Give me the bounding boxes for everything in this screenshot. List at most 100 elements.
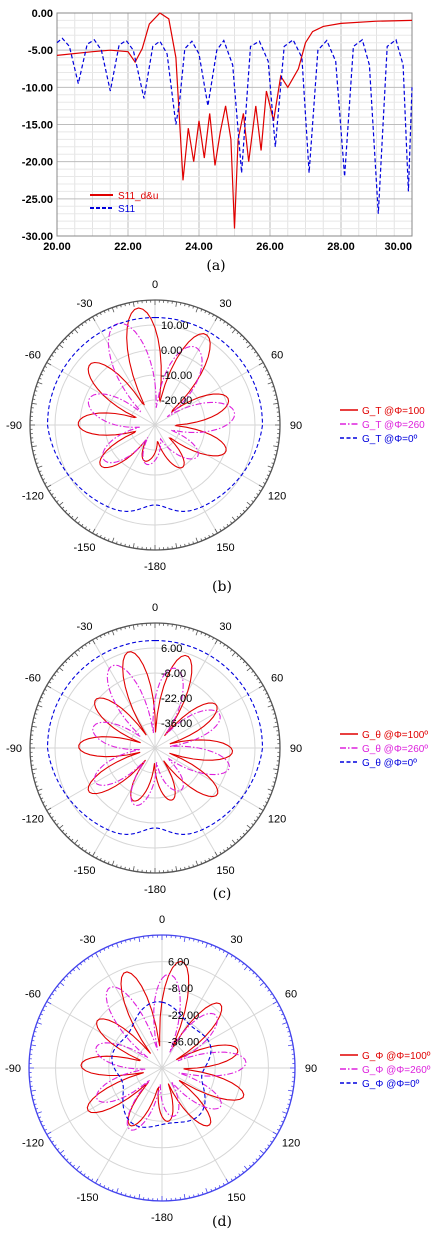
radial-tick-label: 0.00 <box>161 345 182 357</box>
polar-rim-tick <box>214 1187 217 1190</box>
polar-rim-tick <box>208 635 211 639</box>
angle-tick-label: -120 <box>22 1138 44 1150</box>
polar-rim-tick <box>79 1170 82 1174</box>
polar-rim-tick <box>77 521 80 524</box>
polar-rim-tick <box>95 952 99 958</box>
legend-label: G_θ @Φ=0º <box>362 758 417 769</box>
x-tick-label: 20.00 <box>43 241 71 253</box>
polar-rim-tick <box>71 838 74 842</box>
polar-rim-tick <box>31 768 37 771</box>
polar-rim-tick <box>223 526 226 529</box>
polar-rim-tick <box>51 493 54 496</box>
polar-rim-tick <box>67 835 71 839</box>
polar-rim-tick <box>272 1136 276 1139</box>
polar-rim-tick <box>38 700 42 703</box>
polar-rim-tick <box>175 301 178 307</box>
x-tick-label: 22.00 <box>114 241 142 253</box>
polar-rim-tick <box>212 855 215 859</box>
polar-grid-spoke <box>161 1067 229 1184</box>
polar-rim-tick <box>197 940 200 943</box>
polar-rim-tick <box>107 308 110 312</box>
polar-rim-tick <box>120 304 122 308</box>
polar-rim-tick <box>251 670 254 673</box>
polar-rim-tick <box>281 1013 284 1016</box>
polar-rim-tick <box>272 781 276 783</box>
polar-rim-tick <box>175 866 178 872</box>
polar-rim-tick <box>219 318 222 322</box>
polar-rim-tick <box>44 1005 47 1008</box>
polar-rim-tick <box>188 627 190 631</box>
polar-rim-tick <box>132 866 135 872</box>
polar-rim-tick <box>208 534 211 538</box>
polar-rim-tick <box>35 385 39 388</box>
polar-rim-tick <box>212 532 215 536</box>
polar-rim-tick <box>56 1148 60 1151</box>
polar-rim-tick <box>74 839 79 845</box>
polar-rim-tick <box>103 536 106 540</box>
polar-rim-tick <box>77 844 80 847</box>
polar-rim-tick <box>272 458 276 460</box>
polar-rim-tick <box>64 832 68 836</box>
polar-rim-tick <box>230 521 233 524</box>
polar-rim-tick <box>56 670 59 673</box>
polar-rim-tick <box>138 936 141 943</box>
polar-rim-tick <box>84 321 87 324</box>
polar-rim-tick <box>74 516 79 522</box>
polar-rim-tick <box>226 523 229 527</box>
polar-rim-tick <box>231 651 236 657</box>
polar-rim-tick <box>56 347 59 350</box>
polar-rim-tick <box>287 1089 294 1092</box>
polar-rim-tick <box>267 704 273 708</box>
polar-rim-tick <box>272 390 276 392</box>
polar-rim-tick <box>272 1001 278 1005</box>
polar-rim-tick <box>116 942 119 948</box>
radial-tick-label: -36.00 <box>168 1036 199 1048</box>
legend-label: G_T @Φ=260 <box>362 420 425 431</box>
polar-series-2 <box>46 316 264 512</box>
polar-rim-tick <box>175 624 178 630</box>
polar-rim-tick <box>195 307 199 313</box>
polar-rim-tick <box>103 310 106 314</box>
polar-rim-tick <box>132 301 135 307</box>
polar-rim-tick <box>35 462 39 465</box>
angle-tick-label: -150 <box>73 865 95 877</box>
polar-rim-tick <box>84 526 87 529</box>
polar-rim-tick <box>210 1188 213 1192</box>
polar-rim-tick <box>48 358 52 361</box>
polar-rim-tick <box>249 1164 252 1168</box>
polar-series-2 <box>46 639 264 835</box>
polar-rim-tick <box>282 1111 288 1114</box>
polar-rim-tick <box>38 793 42 796</box>
polar-rim-tick <box>95 532 98 536</box>
polar-rim-tick <box>107 1187 110 1190</box>
polar-rim-tick <box>264 478 268 481</box>
polar-rim-tick <box>251 500 254 503</box>
polar-rim-tick <box>32 1035 36 1037</box>
polar-rim-tick <box>107 631 110 635</box>
polar-rim-tick <box>262 688 266 691</box>
polar-rim-tick <box>124 866 126 870</box>
angle-tick-label: -150 <box>73 542 95 554</box>
angle-tick-label: -90 <box>5 1063 21 1075</box>
polar-rim-tick <box>81 523 84 527</box>
polar-rim-tick <box>59 982 65 987</box>
polar-series-1 <box>92 664 230 807</box>
polar-rim-tick <box>92 528 96 534</box>
legend-label: G_θ @Φ=260º <box>362 744 428 755</box>
polar-rim-tick <box>120 865 122 869</box>
polar-rim-tick <box>95 1178 99 1184</box>
polar-rim-tick <box>226 323 229 327</box>
polar-rim-tick <box>95 855 98 859</box>
polar-rim-tick <box>62 978 66 981</box>
polar-rim-tick <box>76 1165 81 1171</box>
polar-rim-tick <box>266 474 270 477</box>
polar-series-0 <box>78 651 234 802</box>
polar-rim-tick <box>81 846 84 850</box>
polar-rim-tick <box>262 482 266 485</box>
polar-grid-spoke <box>161 952 229 1069</box>
polar-rim-tick <box>271 385 275 388</box>
polar-rim-tick <box>40 1120 43 1123</box>
polar-rim-tick <box>212 314 215 318</box>
angle-tick-label: 90 <box>290 743 302 755</box>
